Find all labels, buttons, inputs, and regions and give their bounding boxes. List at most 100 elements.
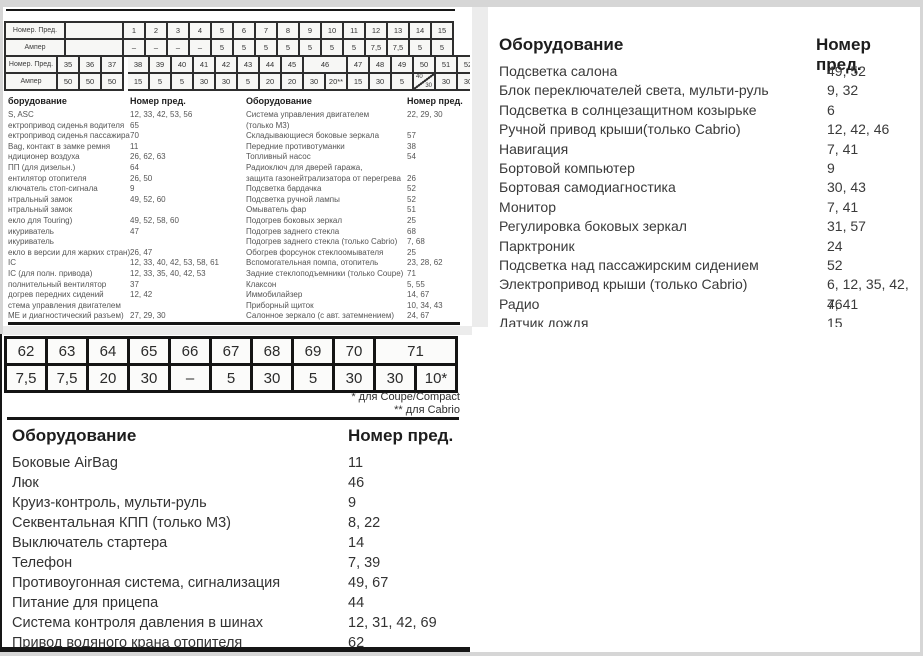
equipment-row: защита газонейтрализатора от перегрева 2…: [246, 174, 470, 185]
equipment-row: Задние стеклоподъемники (только Coupe) 7…: [246, 269, 470, 280]
equipment-row: ПП (для дизельн.) 64: [8, 163, 238, 174]
equipment-row: стема управления двигателем: [8, 301, 238, 312]
equipment-name: Противоугонная система, сигнализация: [12, 575, 281, 591]
equipment-name: Парктроник: [499, 237, 575, 254]
fuse-no-header: Номер пред.: [816, 35, 871, 74]
equipment-fuse-numbers: 12, 31, 42, 69: [348, 615, 437, 631]
fuse-table-38-52: 38 39 40 41 42 43 44 45 46 47 48 49: [128, 55, 470, 91]
equipment-name: Блок переключателей света, мульти-руль: [499, 82, 769, 99]
equipment-fuse-numbers: 57: [407, 131, 416, 141]
equipment-fuse-numbers: 12, 33, 40, 42, 53, 58, 61: [130, 258, 219, 268]
equipment-name: Подсветка салона: [499, 63, 618, 79]
equipment-name: Круиз-контроль, мульти-руль: [12, 495, 207, 511]
equipment-name: Складывающиеся боковые зеркала: [246, 131, 380, 141]
equipment-header: Оборудование: [12, 426, 137, 445]
fuse-number-cell: 69: [291, 336, 335, 366]
equipment-fuse-numbers: 64: [130, 162, 139, 172]
equipment-row: Боковые AirBag 11: [12, 453, 462, 473]
amp-value-cell: 50: [78, 72, 102, 91]
equipment-row: ектропривод сиденья пассажира 70: [8, 131, 238, 142]
equipment-row: ектропривод сиденья водителя 65: [8, 121, 238, 132]
equipment-row: Выключатель стартера 14: [12, 533, 462, 553]
equipment-name: полнительный вентилятор: [8, 279, 107, 289]
equipment-name: Салонное зеркало (с авт. затемнением): [246, 311, 394, 321]
equipment-name: ектропривод сиденья водителя: [8, 120, 125, 130]
equipment-name: Приборный щиток: [246, 300, 314, 310]
fuse-number-cell: 66: [168, 336, 212, 366]
equipment-row: Парктроник 24: [499, 237, 914, 256]
equipment-row: Система управления двигателем 22, 29, 30: [246, 110, 470, 121]
equipment-row: Топливный насос 54: [246, 152, 470, 163]
equipment-fuse-numbers: 7, 41: [827, 295, 859, 312]
amp-value-cell: 7,5: [45, 363, 89, 393]
equipment-fuse-numbers: 6, 12, 35, 42, 46: [827, 276, 909, 312]
equipment-name: Топливный насос: [246, 152, 311, 162]
fuse-number-cell: 68: [250, 336, 294, 366]
fuse-number-cell: 71: [373, 336, 458, 366]
equipment-row: Подогрев заднего стекла 68: [246, 227, 470, 238]
equipment-fuse-numbers: 5, 55: [407, 279, 425, 289]
equipment-name: Подсветка бардачка: [246, 184, 322, 194]
equipment-name: Омыватель фар: [246, 205, 307, 215]
equipment-fuse-numbers: 12, 42, 46: [827, 121, 890, 138]
equipment-name: Регулировка боковых зеркал: [499, 218, 687, 235]
amp-value-cell: 30: [214, 72, 238, 91]
footnote-cabrio: ** для Cabrio: [394, 404, 460, 416]
equipment-name: икуриватель: [8, 237, 54, 247]
equipment-name: Ручной привод крыши(только Cabrio): [499, 121, 741, 138]
equipment-row: ентилятор отопителя 26, 50: [8, 174, 238, 185]
equipment-fuse-numbers: 22, 29, 30: [407, 110, 443, 119]
equipment-fuse-numbers: 49, 52, 60: [130, 194, 166, 204]
equipment-fuse-numbers: 25: [407, 247, 416, 257]
equipment-name: S, ASC: [8, 110, 34, 119]
equipment-row: Подогрев заднего стекла (только Cabrio) …: [246, 237, 470, 248]
amp-value-cell: 30: [127, 363, 171, 393]
amp-value-cell: 15: [346, 72, 370, 91]
equipment-row: Радиоключ для дверей гаража,: [246, 163, 470, 174]
amp-value-cell: 5: [209, 363, 253, 393]
amp-value-cell: 30: [250, 363, 294, 393]
fuse-number-cell: 62: [4, 336, 48, 366]
equipment-fuse-numbers: 6: [827, 101, 835, 118]
amp-value-cell: 5: [390, 72, 414, 91]
equipment-fuse-numbers: 65: [130, 120, 139, 130]
equipment-name: ентилятор отопителя: [8, 173, 87, 183]
equipment-name: екло для Touring): [8, 215, 73, 225]
equipment-name: Иммобилайзер: [246, 290, 303, 300]
equipment-row: Секвентальная КПП (только М3) 8, 22: [12, 513, 462, 533]
equipment-name: Электропривод крыши (только Cabrio): [499, 276, 748, 293]
equipment-row: Радио 7, 41: [499, 295, 914, 314]
equipment-name: МЕ и диагностический разъем): [8, 311, 124, 321]
equipment-row: Салонное зеркало (с авт. затемнением) 24…: [246, 311, 470, 322]
equipment-row: Система контроля давления в шинах 12, 31…: [12, 613, 462, 633]
equipment-row: Иммобилайзер 14, 67: [246, 290, 470, 301]
equipment-fuse-numbers: 14, 67: [407, 290, 430, 300]
equipment-name: Система управления двигателем: [246, 110, 370, 119]
equipment-fuse-numbers: 68: [407, 226, 416, 236]
amp-value-cell: 10*: [414, 363, 458, 393]
fuse-number-cell: 67: [209, 336, 253, 366]
equipment-name: Подсветка в солнцезащитном козырьке: [499, 101, 757, 118]
amp-value-cell: 20: [86, 363, 130, 393]
equipment-fuse-numbers: 9: [827, 159, 835, 176]
amp-value-cell: 5: [236, 72, 260, 91]
equipment-fuse-numbers: 26, 62, 63: [130, 152, 166, 162]
equipment-row: икуриватель 47: [8, 227, 238, 238]
equipment-fuse-numbers: 7, 41: [827, 140, 859, 157]
equipment-name: IC: [8, 258, 16, 268]
equipment-row: полнительный вентилятор 37: [8, 280, 238, 291]
equipment-name: Передние противотуманки: [246, 141, 345, 151]
scan-edge-right: [920, 0, 923, 656]
equipment-fuse-numbers: 30, 43: [827, 179, 866, 196]
equipment-name: Клаксон: [246, 279, 277, 289]
equipment-name: Телефон: [12, 555, 73, 571]
left-rule: [0, 334, 2, 652]
equipment-name: Радиоключ для дверей гаража,: [246, 162, 363, 172]
fuse-number-cell: 63: [45, 336, 89, 366]
amp-value-cell: 30: [332, 363, 376, 393]
equipment-name: Подсветка ручной лампы: [246, 194, 340, 204]
equipment-fuse-numbers: 49, 67: [348, 575, 389, 591]
fuse-number-cell: 64: [86, 336, 130, 366]
fuse-table-row-labels: Номер. Пред. Ампер: [4, 21, 124, 57]
fuse-number-cell: 65: [127, 336, 171, 366]
